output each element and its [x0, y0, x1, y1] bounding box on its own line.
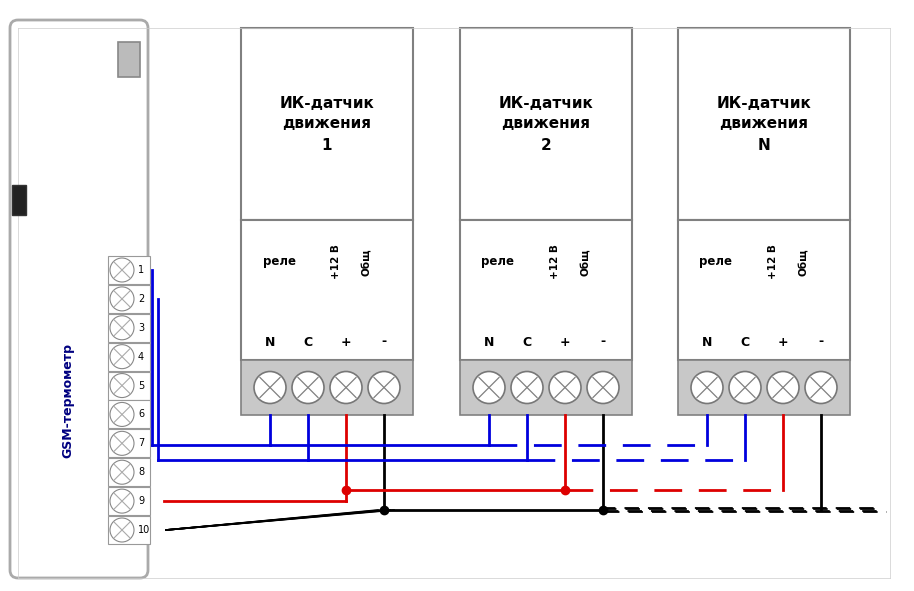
Bar	[678, 28, 850, 220]
Text: реле: реле	[699, 255, 732, 268]
Text: реле: реле	[482, 255, 515, 268]
Bar	[108, 401, 150, 428]
Circle shape	[110, 374, 134, 398]
Circle shape	[330, 372, 362, 404]
Circle shape	[767, 372, 799, 404]
Circle shape	[110, 258, 134, 282]
Circle shape	[549, 372, 581, 404]
Text: Общ: Общ	[361, 248, 371, 276]
Circle shape	[729, 372, 761, 404]
Bar	[460, 28, 632, 220]
Text: -: -	[600, 336, 606, 349]
Text: ИК-датчик
движения
N: ИК-датчик движения N	[717, 96, 812, 152]
Circle shape	[292, 372, 324, 404]
Text: N: N	[484, 336, 494, 349]
Text: 5: 5	[138, 381, 144, 391]
Text: C: C	[523, 336, 532, 349]
Bar	[108, 429, 150, 457]
FancyBboxPatch shape	[10, 20, 148, 578]
Text: -: -	[381, 336, 387, 349]
Circle shape	[368, 372, 400, 404]
Bar	[118, 42, 140, 77]
Text: ИК-датчик
движения
2: ИК-датчик движения 2	[499, 96, 593, 152]
Bar	[108, 343, 150, 371]
Text: 4: 4	[138, 352, 144, 362]
Circle shape	[805, 372, 837, 404]
Text: N: N	[265, 336, 275, 349]
Circle shape	[110, 402, 134, 427]
Bar	[241, 220, 413, 360]
Bar	[108, 487, 150, 515]
Text: GSM-термометр: GSM-термометр	[61, 343, 75, 457]
Circle shape	[511, 372, 543, 404]
Text: +: +	[341, 336, 351, 349]
Bar	[108, 516, 150, 544]
Text: Общ: Общ	[580, 248, 590, 276]
Circle shape	[110, 345, 134, 369]
Circle shape	[691, 372, 723, 404]
Circle shape	[110, 316, 134, 340]
Text: 7: 7	[138, 439, 144, 449]
Text: Общ: Общ	[798, 248, 808, 276]
Bar	[108, 285, 150, 313]
Bar	[678, 360, 850, 415]
Bar	[108, 314, 150, 342]
Text: 6: 6	[138, 410, 144, 420]
Bar	[108, 372, 150, 400]
Text: 3: 3	[138, 323, 144, 333]
Circle shape	[110, 287, 134, 311]
Circle shape	[473, 372, 505, 404]
Bar	[241, 360, 413, 415]
Text: +12 В: +12 В	[331, 245, 341, 280]
Bar	[241, 28, 413, 220]
Text: +12 В: +12 В	[550, 245, 560, 280]
Text: C: C	[303, 336, 313, 349]
Text: реле: реле	[262, 255, 295, 268]
Text: 9: 9	[138, 496, 144, 506]
Circle shape	[254, 372, 286, 404]
Text: N: N	[702, 336, 712, 349]
Bar	[460, 220, 632, 360]
Bar	[108, 256, 150, 284]
Bar	[108, 458, 150, 486]
Circle shape	[110, 460, 134, 484]
Bar	[12, 185, 26, 215]
Text: 2: 2	[138, 294, 144, 304]
Bar	[460, 360, 632, 415]
Circle shape	[110, 431, 134, 455]
Circle shape	[110, 518, 134, 542]
Circle shape	[110, 489, 134, 513]
Text: 10: 10	[138, 525, 150, 535]
Text: +: +	[559, 336, 570, 349]
Text: 8: 8	[138, 467, 144, 477]
Text: +: +	[778, 336, 788, 349]
Circle shape	[587, 372, 619, 404]
Text: +12 В: +12 В	[768, 245, 778, 280]
Text: C: C	[740, 336, 749, 349]
Bar	[678, 220, 850, 360]
Text: -: -	[818, 336, 824, 349]
Text: 1: 1	[138, 265, 144, 275]
Text: ИК-датчик
движения
1: ИК-датчик движения 1	[280, 96, 375, 152]
